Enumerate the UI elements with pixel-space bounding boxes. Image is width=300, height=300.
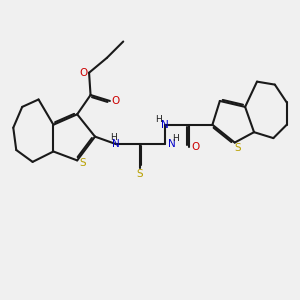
- Text: N: N: [161, 120, 169, 130]
- Text: S: S: [79, 158, 86, 168]
- Text: H: H: [172, 134, 178, 143]
- Text: S: S: [234, 143, 241, 153]
- Text: H: H: [110, 133, 117, 142]
- Text: N: N: [167, 139, 175, 149]
- Text: H: H: [155, 115, 162, 124]
- Text: S: S: [136, 169, 143, 179]
- Text: O: O: [112, 96, 120, 106]
- Text: N: N: [112, 139, 120, 149]
- Text: O: O: [191, 142, 199, 152]
- Text: O: O: [79, 68, 87, 78]
